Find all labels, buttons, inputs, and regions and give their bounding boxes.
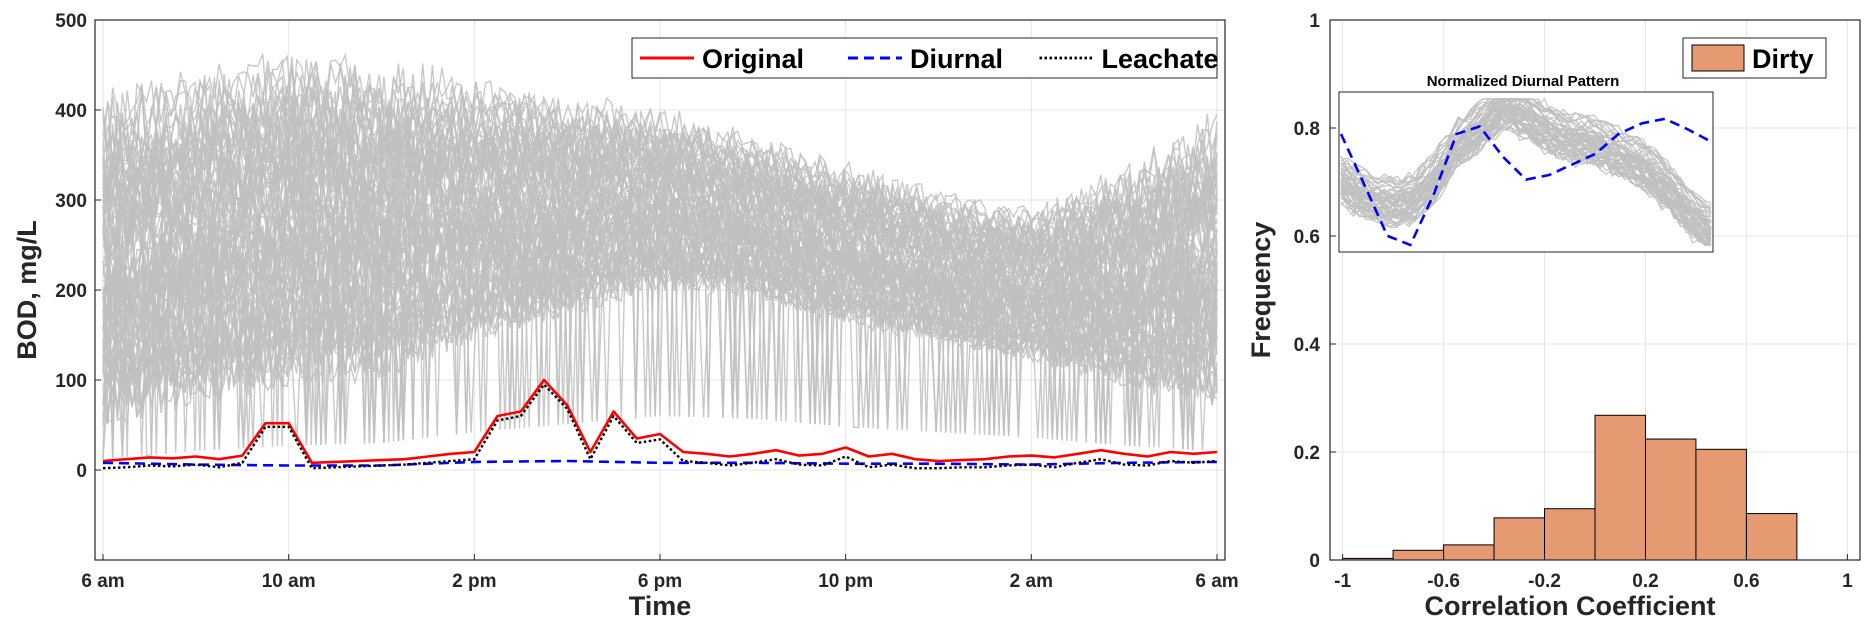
bod-timeseries-chart: 6 am 10 am 2 pm 6 pm 10 pm 2 am 6 am 0 100 200 300…: [12, 11, 1239, 621]
right-y-tick-label: 0.2: [1294, 443, 1320, 464]
ensemble-trace: [102, 127, 1218, 448]
left-legend: Original Diurnal Leachate: [631, 37, 1219, 79]
ensemble-trace: [102, 237, 1218, 440]
legend-label-diurnal: Diurnal: [910, 44, 1003, 74]
left-y-tick-label: 300: [55, 191, 87, 212]
ensemble-trace: [102, 188, 1218, 444]
ensemble-trace: [102, 85, 1218, 459]
left-x-tick-label: 2 am: [1010, 571, 1053, 592]
inset-ensemble-trace: [1340, 119, 1711, 246]
left-x-axis-label: Time: [629, 591, 692, 621]
right-x-tick-label: 0.6: [1733, 571, 1759, 592]
correlation-histogram-chart: -1 -0.6 -0.2 0.2 0.6 1 0 0.2 0.4 0.6 0.8 1 Correlat…: [1246, 11, 1861, 621]
right-y-axis-label: Frequency: [1246, 222, 1276, 359]
right-y-tick-label: 0: [1309, 551, 1320, 572]
inset-ensemble-trace: [1340, 108, 1712, 228]
right-y-tick-label: 1: [1309, 11, 1320, 32]
right-axes-box: [1329, 19, 1861, 561]
right-x-tick-label: 0.2: [1632, 571, 1658, 592]
right-ticks: -1 -0.6 -0.2 0.2 0.6 1 0 0.2 0.4 0.6 0.8 1: [1294, 11, 1854, 592]
left-x-tick-label: 10 pm: [818, 571, 873, 592]
right-x-axis-label: Correlation Coefficient: [1424, 591, 1715, 621]
left-y-tick-label: 500: [55, 11, 87, 32]
ensemble-trace: [102, 213, 1218, 442]
left-y-tick-label: 400: [55, 101, 87, 122]
histogram-bar: [1544, 508, 1596, 561]
left-x-tick-label: 10 am: [262, 571, 316, 592]
left-x-tick-label: 6 pm: [638, 571, 682, 592]
right-legend: Dirty: [1682, 37, 1827, 79]
inset-ensemble-trace: [1340, 106, 1712, 233]
ensemble-trace: [102, 252, 1218, 445]
inset-series-diurnal: [1339, 117, 1712, 247]
histogram-bars: [1342, 414, 1798, 561]
background-ensemble: [102, 52, 1218, 460]
right-x-tick-label: -0.2: [1528, 571, 1561, 592]
ensemble-trace: [102, 63, 1218, 435]
normalized-diurnal-inset: Normalized Diurnal Pattern: [1338, 73, 1714, 253]
left-y-tick-label: 0: [76, 461, 87, 482]
ensemble-trace: [102, 160, 1218, 455]
series-line-leachate: [102, 383, 1218, 470]
left-legend-box: [631, 37, 1218, 79]
histogram-bar: [1745, 513, 1798, 561]
right-y-tick-label: 0.8: [1294, 119, 1320, 140]
legend-label-dirty: Dirty: [1752, 44, 1814, 74]
inset-ensemble-trace: [1340, 108, 1712, 241]
series-line-original: [102, 378, 1218, 465]
left-x-tick-label: 6 am: [1195, 571, 1238, 592]
inset-title: Normalized Diurnal Pattern: [1427, 73, 1620, 90]
right-x-tick-label: -1: [1334, 571, 1351, 592]
legend-label-leachate: Leachate: [1102, 44, 1219, 74]
inset-ensemble: [1340, 97, 1712, 246]
right-x-tick-label: 1: [1842, 571, 1853, 592]
inset-ensemble-trace: [1340, 98, 1712, 222]
left-y-tick-label: 200: [55, 281, 87, 302]
inset-ensemble-trace: [1340, 108, 1712, 242]
left-x-tick-label: 2 pm: [452, 571, 496, 592]
histogram-bar: [1392, 549, 1445, 561]
left-y-axis-label: BOD, mg/L: [12, 220, 42, 360]
ensemble-trace: [102, 143, 1218, 458]
histogram-bar: [1695, 448, 1747, 561]
histogram-bar: [1443, 544, 1495, 561]
ensemble-trace: [102, 117, 1218, 459]
inset-ensemble-trace: [1340, 117, 1712, 246]
inset-ensemble-trace: [1340, 98, 1712, 215]
right-y-tick-label: 0.4: [1294, 335, 1321, 356]
histogram-bar: [1644, 438, 1697, 561]
inset-ensemble-trace: [1340, 98, 1712, 221]
ensemble-trace: [102, 229, 1218, 373]
inset-ensemble-trace: [1340, 98, 1712, 209]
inset-diurnal-line: [1339, 117, 1712, 247]
ensemble-trace: [102, 183, 1218, 430]
right-y-tick-label: 0.6: [1294, 227, 1320, 248]
left-x-tick-label: 6 am: [81, 571, 124, 592]
histogram-bar: [1493, 517, 1546, 561]
left-y-tick-label: 100: [55, 371, 87, 392]
legend-swatch-dirty: [1691, 44, 1745, 72]
histogram-bar: [1594, 414, 1646, 561]
ensemble-trace: [102, 249, 1218, 449]
inset-ensemble-trace: [1340, 120, 1711, 246]
ensemble-trace: [102, 89, 1218, 443]
legend-label-original: Original: [702, 44, 804, 74]
left-ticks: 6 am 10 am 2 pm 6 pm 10 pm 2 am 6 am 0 100 200 300…: [55, 11, 1238, 592]
left-series: [102, 378, 1218, 470]
right-x-tick-label: -0.6: [1427, 571, 1460, 592]
ensemble-trace: [102, 181, 1218, 309]
